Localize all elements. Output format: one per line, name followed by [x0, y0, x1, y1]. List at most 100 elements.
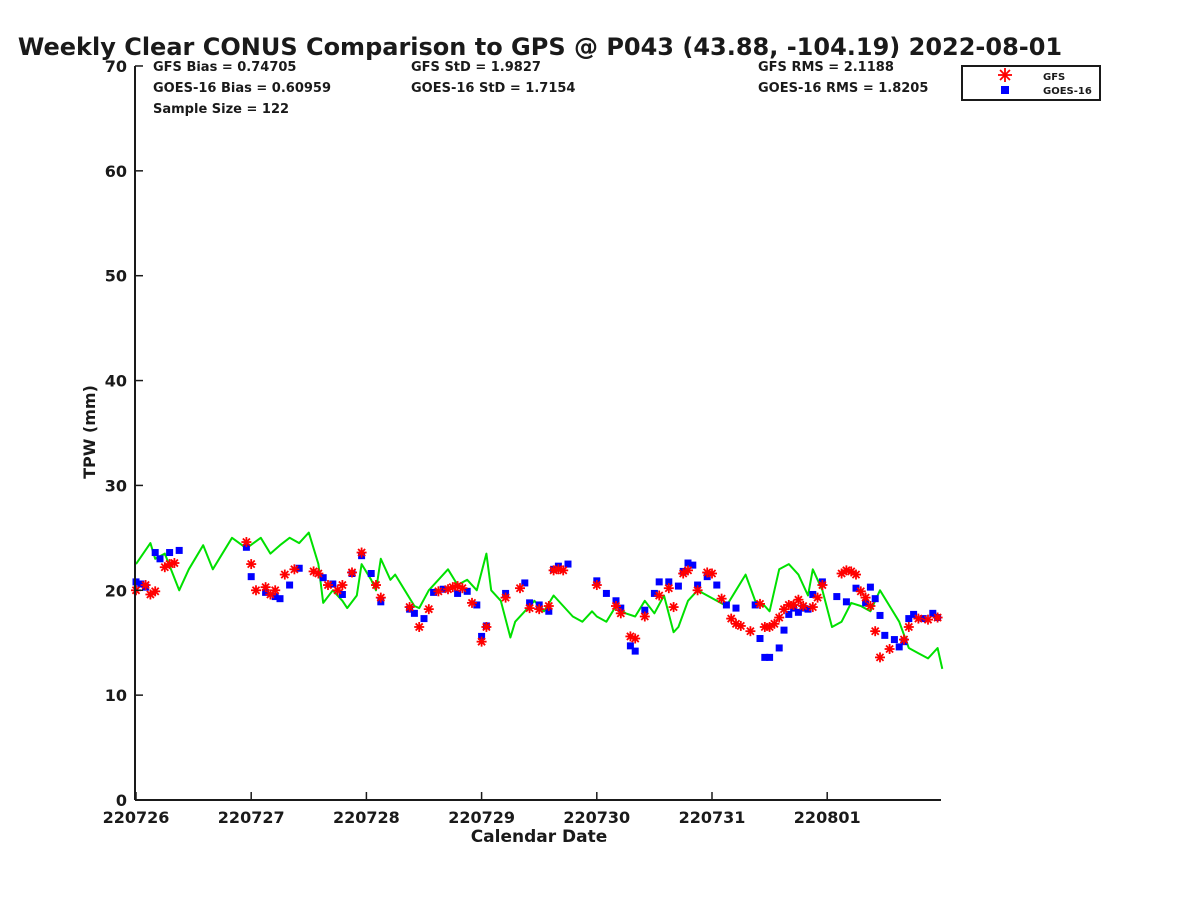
- goes16-point: [650, 589, 658, 597]
- asterisk-stroke: [271, 586, 280, 595]
- asterisk-stroke: [999, 69, 1011, 81]
- goes16-point: [842, 598, 850, 606]
- asterisk-stroke: [794, 595, 803, 604]
- asterisk-stroke: [875, 653, 885, 662]
- gfs-point: [884, 644, 895, 655]
- gfs-point: [707, 568, 717, 579]
- gfs-point: [735, 620, 746, 631]
- gfs-point: [836, 568, 847, 579]
- gfs-point: [169, 558, 180, 569]
- asterisk-stroke: [851, 570, 861, 579]
- goes16-point: [722, 601, 730, 609]
- asterisk-stroke: [664, 584, 673, 593]
- asterisk-stroke: [818, 580, 827, 590]
- asterisk-stroke: [727, 614, 736, 623]
- asterisk-stroke: [357, 548, 366, 557]
- x-axis-label: Calendar Date: [471, 827, 608, 847]
- goes16-point: [751, 601, 759, 609]
- legend-gfs-label: GFS: [1043, 72, 1065, 83]
- goes16-point: [862, 599, 870, 607]
- goes16-point: [785, 610, 793, 618]
- asterisk-stroke: [151, 587, 160, 596]
- gfs-point: [774, 612, 785, 623]
- goes16-point: [852, 584, 860, 592]
- x-tick-label: 220727: [218, 808, 285, 827]
- goes16-point: [761, 653, 769, 661]
- goes16-point: [463, 587, 471, 595]
- asterisk-stroke: [885, 644, 894, 654]
- asterisk-stroke: [559, 566, 568, 575]
- gfs-point: [289, 564, 300, 575]
- x-tick-label: 220726: [103, 808, 170, 827]
- x-tick-label: 220801: [794, 808, 861, 827]
- goes16-point: [895, 643, 903, 651]
- goes16-point: [526, 599, 534, 607]
- goes16-point: [833, 593, 841, 601]
- asterisk-stroke: [770, 619, 779, 629]
- y-tick-label: 10: [105, 686, 127, 705]
- asterisk-stroke: [141, 580, 150, 590]
- gfs-point: [668, 602, 679, 613]
- gfs-point: [279, 569, 290, 580]
- goes16-point: [617, 604, 625, 612]
- asterisk-stroke: [631, 634, 640, 643]
- asterisk-stroke: [261, 582, 270, 592]
- goes16-point: [732, 604, 740, 612]
- goes16-point: [871, 595, 879, 603]
- goes16-point: [242, 543, 250, 551]
- goes16-point: [655, 578, 663, 586]
- goes16-point: [775, 644, 783, 652]
- gfs-point: [812, 592, 823, 603]
- gfs-point: [375, 592, 386, 603]
- goes16-point: [367, 570, 375, 578]
- gfs-point: [524, 603, 535, 614]
- goes16-point: [674, 582, 682, 590]
- gfs-point: [515, 583, 525, 594]
- asterisk-stroke: [707, 569, 717, 578]
- gps-series: [135, 531, 944, 670]
- y-ticks: 0 10 20 30 40 50 60 70: [105, 57, 143, 810]
- gfs-point: [692, 585, 703, 596]
- asterisk-stroke: [775, 613, 784, 622]
- gfs-point: [481, 621, 492, 632]
- gfs-point: [870, 626, 881, 637]
- y-tick-label: 20: [105, 581, 127, 600]
- goes16-point: [564, 560, 572, 568]
- gfs-point: [534, 604, 545, 615]
- asterisk-stroke: [314, 569, 323, 578]
- gfs-rms: GFS RMS = 2.1188: [758, 60, 894, 75]
- gfs-point: [404, 602, 415, 613]
- gfs-point: [414, 621, 425, 632]
- gfs-point: [798, 601, 809, 612]
- asterisk-stroke: [755, 599, 765, 609]
- asterisk-stroke: [458, 584, 467, 593]
- gfs-point: [875, 652, 885, 663]
- gfs-point: [615, 608, 626, 619]
- gfs-point: [150, 586, 161, 597]
- goes16-std: GOES-16 StD = 1.7154: [411, 81, 575, 96]
- asterisk-stroke: [899, 635, 909, 644]
- goes16-point: [271, 593, 279, 601]
- goes16-point: [137, 580, 145, 588]
- x-tick-label: 220728: [333, 808, 400, 827]
- asterisk-stroke: [453, 581, 462, 591]
- sample-size: Sample Size = 122: [153, 102, 289, 117]
- asterisk-stroke: [847, 567, 856, 576]
- gfs-point: [323, 580, 333, 591]
- asterisk-stroke: [323, 580, 333, 590]
- goes16-point: [756, 635, 764, 643]
- y-tick-label: 60: [105, 162, 127, 181]
- asterisk-stroke: [501, 593, 510, 602]
- asterisk-stroke: [424, 604, 433, 614]
- asterisk-stroke: [861, 593, 870, 602]
- asterisk-stroke: [683, 566, 693, 575]
- goes16-point: [804, 605, 812, 613]
- gfs-bias: GFS Bias = 0.74705: [153, 60, 296, 75]
- gfs-point: [251, 585, 261, 596]
- legend-goes16-marker: [1001, 86, 1009, 94]
- asterisk-stroke: [904, 622, 913, 632]
- y-tick-label: 0: [116, 791, 127, 810]
- asterisk-stroke: [626, 632, 635, 641]
- gfs-point: [241, 537, 252, 548]
